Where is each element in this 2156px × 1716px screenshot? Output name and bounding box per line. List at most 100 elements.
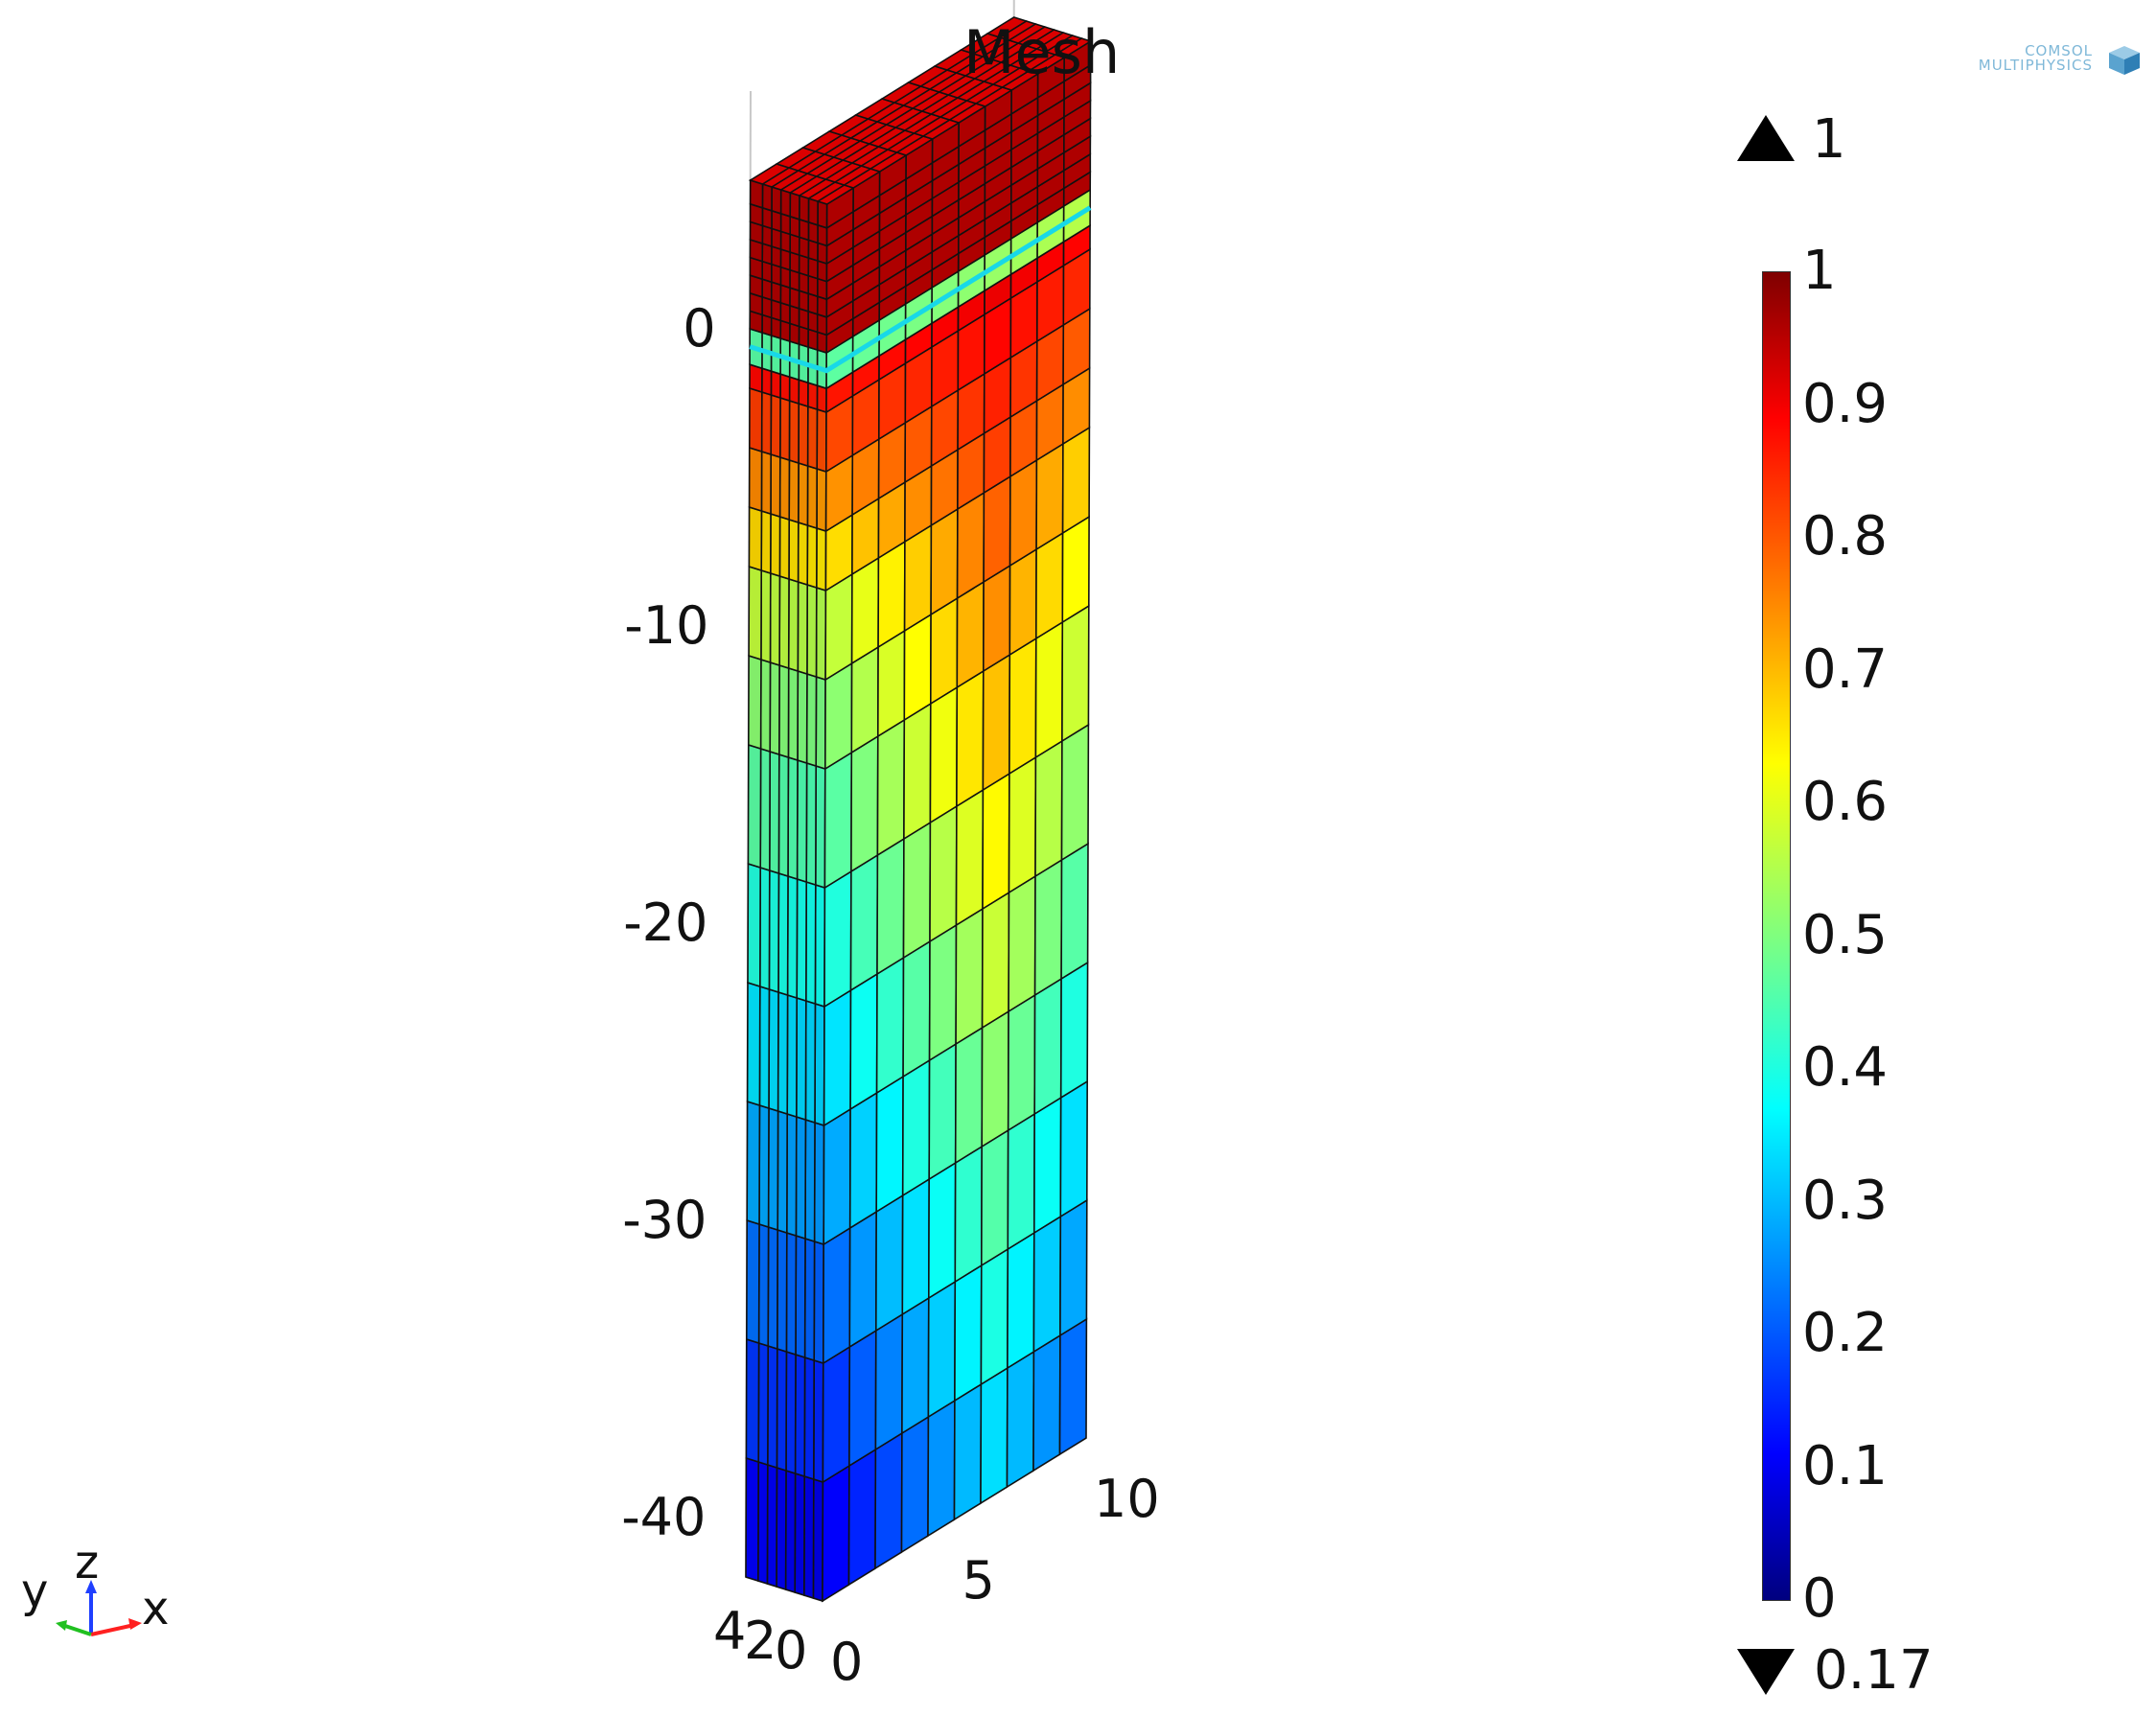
mesh-cell-left [785, 1112, 798, 1238]
mesh-cell-front [1034, 620, 1064, 759]
color-legend-tick: 0.1 [1802, 1434, 1889, 1497]
mesh-cell-front [903, 702, 932, 841]
mesh-cell-front [927, 1161, 957, 1300]
mesh-cell-top [985, 16, 1029, 38]
mesh-cell-front [1007, 1112, 1036, 1251]
mesh-cell-front [901, 1058, 931, 1197]
color-legend-tick: 0.7 [1802, 638, 1889, 701]
comsol-logo: COMSOL MULTIPHYSICS [1927, 42, 2143, 81]
mesh-cell-left [779, 373, 791, 403]
mesh-cell-front [982, 653, 1011, 792]
mesh-cell-left [778, 396, 791, 462]
y-axis-tick-label: 2 [744, 1611, 777, 1671]
mesh-cell-front [1034, 739, 1063, 878]
mesh-cell-front [822, 1345, 851, 1484]
mesh-cell-front [954, 1264, 983, 1403]
mesh-cell-left [769, 661, 780, 756]
mesh-cell-left [757, 1341, 770, 1467]
mesh-cell-front [903, 613, 932, 722]
mesh-cell-left [806, 523, 818, 590]
mesh-cell-left [815, 586, 827, 682]
color-legend-tick: 0.5 [1802, 903, 1889, 966]
mesh-cell-left [805, 761, 818, 887]
mesh-cell-left [779, 188, 792, 218]
mesh-cell-left [814, 764, 826, 890]
mesh-cell-front [903, 523, 933, 633]
triad-x-label: x [142, 1582, 170, 1635]
mesh-cell-front [850, 556, 880, 665]
color-legend-bar [1762, 271, 1791, 1601]
mesh-cell-left [745, 1218, 760, 1345]
logo-cube-icon [2109, 46, 2140, 75]
mesh-cell-front [1032, 1096, 1062, 1235]
mesh-cell-front [1008, 637, 1037, 776]
mesh-cell-front [980, 1128, 1009, 1267]
mesh-cell-left [786, 993, 799, 1119]
mesh-cell-front [1008, 755, 1037, 894]
min-indicator-value: 0.17 [1814, 1639, 1934, 1702]
mesh-cell-front [1008, 547, 1037, 657]
mesh-cell-left [798, 379, 809, 408]
mesh-cell-front [1035, 442, 1064, 551]
mesh-cell-left [796, 758, 808, 884]
mesh-cell-left [769, 512, 781, 578]
mesh-cell-left [805, 672, 818, 768]
max-indicator-value: 1 [1812, 108, 1846, 171]
mesh-cell-front [900, 1415, 930, 1554]
color-legend-tick: 0.3 [1802, 1169, 1889, 1232]
mesh-cell-left [746, 981, 761, 1107]
mesh-cell-left [806, 382, 819, 411]
mesh-cell-left [787, 755, 799, 881]
mesh-cell-front [980, 1366, 1008, 1505]
mesh-cell-left [757, 1222, 770, 1348]
mesh-cell-left [769, 571, 781, 667]
mesh-cell-left [777, 871, 789, 997]
mesh-cell-left [814, 1002, 825, 1127]
x-axis-tick-label: 10 [1094, 1469, 1160, 1529]
mesh-cell-left [787, 666, 800, 762]
mesh-cell-left [813, 1121, 825, 1246]
mesh-cell-front [1033, 858, 1063, 997]
mesh-cell-left [797, 521, 809, 587]
mesh-cell-front [1032, 1215, 1062, 1354]
mesh-cell-front [876, 718, 906, 857]
mesh-cell-front [847, 1448, 877, 1587]
mesh-cell-left [817, 199, 828, 229]
mesh-cell-left [776, 1466, 787, 1591]
mesh-cell-left [745, 1456, 760, 1583]
mesh-cell-left [778, 574, 790, 670]
color-legend-tick: 0.8 [1802, 505, 1889, 568]
mesh-cell-front [928, 923, 958, 1062]
mesh-cell-left [748, 446, 763, 513]
mesh-cell-front [850, 734, 879, 873]
mesh-cell-left [778, 515, 791, 581]
mesh-cell-front [823, 870, 852, 1009]
mesh-cell-front [927, 1399, 956, 1538]
mesh-cell-left [758, 866, 771, 991]
mesh-cell-front [1059, 1079, 1089, 1218]
mesh-cell-left [795, 1234, 806, 1359]
mesh-cell-left [815, 675, 826, 771]
mesh-cell-left [761, 182, 773, 212]
plot-title: Mesh [963, 17, 1121, 87]
x-axis-tick-label: 0 [830, 1632, 863, 1692]
mesh-cell-front [876, 629, 906, 738]
mesh-cell-front [823, 988, 852, 1127]
mesh-cell-front [1032, 1333, 1061, 1473]
mesh-cell-front [1008, 458, 1038, 568]
mesh-cell-front [822, 1464, 850, 1603]
mesh-cell-left [785, 1231, 798, 1357]
color-legend-tick: 0 [1802, 1567, 1837, 1630]
mesh-cell-front [901, 1177, 931, 1316]
mesh-cell-front [875, 1075, 904, 1214]
color-legend-tick: 1 [1802, 240, 1837, 302]
mesh-cell-front [874, 1312, 904, 1451]
max-indicator-icon [1737, 115, 1795, 161]
mesh-cell-left [749, 363, 763, 394]
mesh-cell-left [796, 877, 808, 1003]
mesh-cell-front [877, 540, 906, 649]
mesh-cell-left [804, 999, 817, 1125]
mesh-cell-front [982, 564, 1011, 673]
mesh-cell-front [956, 580, 985, 689]
